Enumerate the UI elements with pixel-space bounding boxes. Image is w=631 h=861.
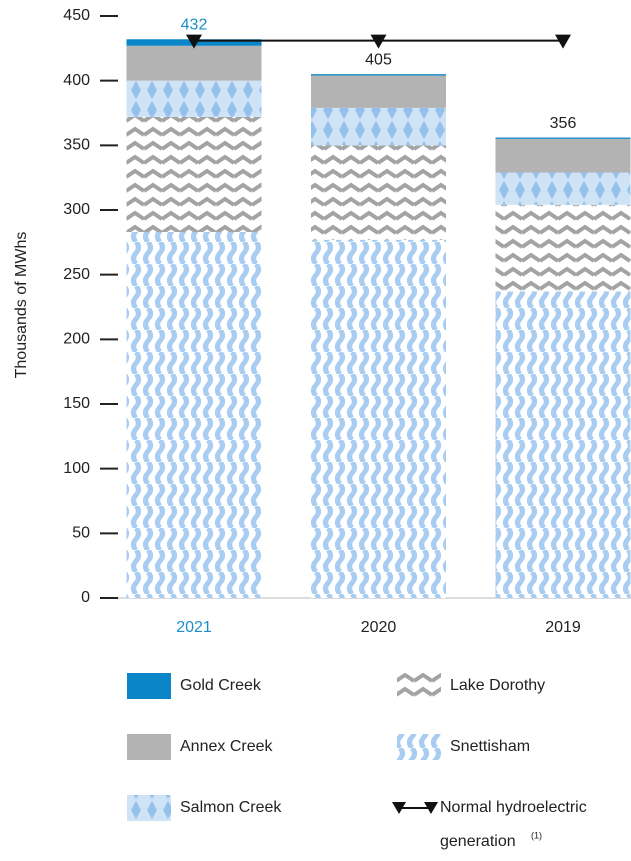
y-axis-title: Thousands of MWhs bbox=[13, 232, 30, 379]
legend-label: Normal hydroelectric generation bbox=[440, 799, 587, 850]
y-tick-label: 250 bbox=[63, 266, 90, 283]
legend-label: Lake Dorothy bbox=[450, 677, 545, 694]
x-tick-label: 2021 bbox=[176, 619, 212, 636]
y-tick-label: 100 bbox=[63, 460, 90, 477]
line-marker bbox=[555, 34, 571, 49]
legend-swatch bbox=[127, 795, 171, 821]
legend-label: Salmon Creek bbox=[180, 799, 282, 816]
bar-segment bbox=[311, 107, 446, 146]
legend-swatch bbox=[397, 673, 441, 699]
y-tick-label: 150 bbox=[63, 395, 90, 412]
bar-segment bbox=[311, 239, 446, 598]
line-marker bbox=[186, 34, 202, 49]
legend-swatch bbox=[397, 734, 441, 760]
bar-segment bbox=[495, 138, 631, 173]
bar-segment bbox=[495, 137, 631, 139]
y-tick-label: 400 bbox=[63, 72, 90, 89]
bar-segment bbox=[126, 116, 262, 232]
legend-marker bbox=[392, 802, 406, 814]
y-tick-label: 200 bbox=[63, 331, 90, 348]
legend-label-line: Normal hydroelectric bbox=[440, 799, 587, 816]
bar-segment bbox=[311, 75, 446, 108]
legend-label: Snettisham bbox=[450, 738, 530, 755]
bar-segment bbox=[495, 291, 631, 598]
bar-segment bbox=[126, 45, 262, 81]
line-marker bbox=[370, 34, 387, 49]
legend-marker bbox=[424, 802, 438, 814]
bar-segment bbox=[495, 204, 631, 292]
footnote-marker: (1) bbox=[531, 830, 542, 840]
legend-label-line: generation bbox=[440, 833, 516, 850]
total-label: 432 bbox=[181, 16, 208, 33]
y-tick-label: 300 bbox=[63, 201, 90, 218]
legend-swatch bbox=[127, 673, 171, 699]
x-tick-label: 2020 bbox=[361, 619, 397, 636]
total-label: 356 bbox=[550, 115, 577, 132]
legend-label: Gold Creek bbox=[180, 677, 262, 694]
bar-segment bbox=[311, 74, 446, 76]
bar-segment bbox=[126, 80, 262, 117]
y-tick-label: 450 bbox=[63, 7, 90, 24]
total-label: 405 bbox=[365, 51, 392, 68]
y-tick-label: 350 bbox=[63, 137, 90, 154]
y-tick-label: 50 bbox=[72, 525, 90, 542]
bar-segment bbox=[126, 231, 262, 598]
y-tick-label: 0 bbox=[81, 589, 90, 606]
legend-swatch bbox=[127, 734, 171, 760]
bar-segment bbox=[495, 172, 631, 205]
legend-label: Annex Creek bbox=[180, 738, 273, 755]
x-tick-label: 2019 bbox=[545, 619, 581, 636]
bar-segment bbox=[311, 145, 446, 240]
